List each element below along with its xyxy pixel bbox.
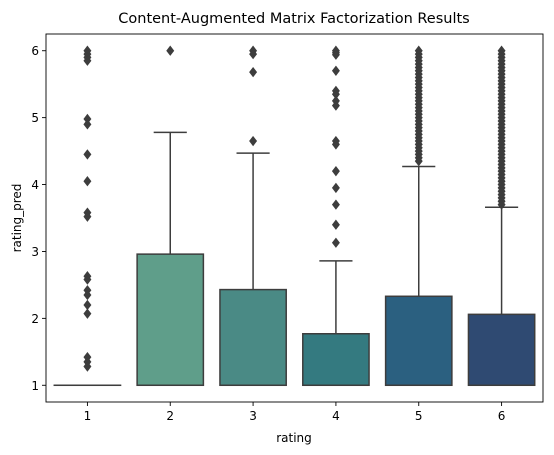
outlier-point: [83, 119, 92, 130]
outlier-point: [414, 155, 423, 167]
outlier-point: [331, 49, 340, 60]
y-tick-label: 4: [31, 178, 39, 192]
y-tick-label: 3: [31, 245, 39, 259]
box-rect: [136, 253, 205, 387]
chart-title: Content-Augmented Matrix Factorization R…: [118, 11, 469, 27]
outlier-point: [83, 149, 92, 160]
outlier-point: [331, 165, 340, 177]
outlier-point: [83, 211, 92, 222]
y-axis-label: rating_pred: [10, 184, 24, 253]
outlier-point: [83, 308, 92, 319]
outlier-point: [249, 135, 258, 147]
y-tick-label: 5: [31, 111, 39, 125]
outlier-point: [249, 66, 258, 78]
y-tick-label: 6: [31, 44, 39, 58]
x-tick-label: 4: [332, 409, 340, 423]
x-axis-label: rating: [276, 431, 312, 445]
box-rect: [219, 288, 287, 387]
outlier-point: [331, 237, 340, 248]
x-tick-label: 5: [415, 409, 423, 423]
axes-frame: [45, 33, 544, 403]
outlier-point: [83, 289, 92, 301]
outlier-point: [331, 139, 340, 150]
box-rect: [467, 313, 536, 387]
outlier-point: [249, 48, 258, 60]
box-rect: [302, 333, 370, 387]
box-rect: [384, 295, 453, 387]
outlier-point: [83, 176, 92, 187]
outlier-point: [83, 361, 92, 372]
x-tick-label: 1: [84, 409, 92, 423]
outlier-point: [331, 182, 340, 194]
outlier-point: [83, 299, 92, 311]
outlier-point: [331, 100, 340, 111]
outlier-point: [166, 45, 175, 56]
y-tick-label: 2: [31, 312, 39, 326]
outlier-point: [331, 199, 340, 210]
outlier-point: [497, 199, 506, 210]
x-tick-label: 6: [498, 409, 506, 423]
outlier-point: [331, 65, 340, 76]
outlier-point: [83, 274, 92, 285]
outlier-point: [331, 219, 340, 230]
x-tick-label: 3: [249, 409, 257, 423]
y-tick-label: 1: [31, 379, 39, 393]
x-tick-label: 2: [166, 409, 174, 423]
plot-area: 1 2 3 4 5 6 1 2 3 4 5 6: [31, 44, 536, 423]
outlier-point: [83, 55, 92, 66]
